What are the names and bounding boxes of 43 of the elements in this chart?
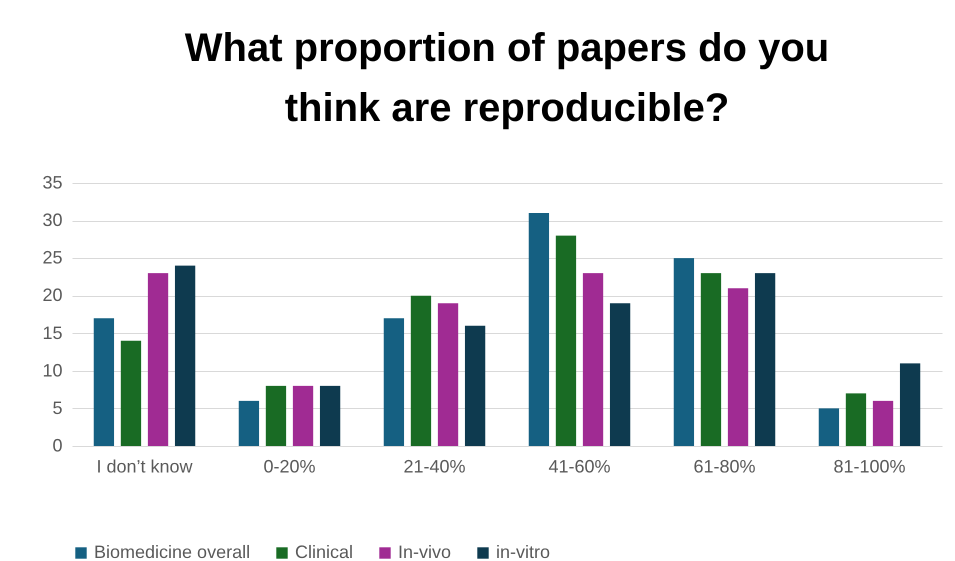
bar: [464, 326, 486, 446]
bar: [846, 393, 866, 446]
bar: [556, 236, 576, 446]
bar: [900, 363, 920, 446]
y-tick-label: 20: [42, 285, 62, 306]
bar: [872, 400, 894, 446]
legend-label: in-vitro: [496, 542, 550, 561]
bar: [292, 386, 314, 446]
bar: [728, 288, 748, 446]
legend-label: In-vivo: [398, 542, 452, 561]
x-tick-label: 81-100%: [833, 456, 906, 476]
x-tick-label: 21-40%: [403, 456, 466, 476]
legend-label: Clinical: [295, 542, 354, 561]
y-tick-label: 30: [42, 210, 62, 230]
legend-label: Biomedicine overall: [94, 542, 250, 561]
bar: [610, 303, 630, 446]
x-tick-label: 61-80%: [693, 456, 756, 476]
y-tick-label: 15: [42, 322, 62, 343]
bar: [238, 400, 260, 446]
y-tick-label: 10: [42, 360, 62, 380]
bar: [320, 386, 340, 446]
chart-title: What proportion of papers do you think are reproducible?: [184, 26, 830, 130]
y-tick-label: 5: [52, 398, 62, 418]
bar: [266, 386, 286, 446]
bar: [384, 318, 404, 446]
bar: [700, 273, 722, 446]
bar: [438, 303, 458, 446]
bar: [174, 266, 196, 446]
bar: [410, 296, 432, 446]
x-tick-label: I don’t know: [96, 456, 194, 476]
bar: [120, 340, 142, 446]
x-tick-label: 0-20%: [263, 456, 316, 476]
y-tick-label: 35: [42, 172, 62, 192]
bar: [94, 318, 114, 446]
bar: [818, 408, 840, 446]
bar: [582, 273, 604, 446]
y-tick-label: 0: [52, 436, 62, 456]
bar: [754, 273, 776, 446]
bar: [674, 258, 694, 446]
y-tick-label: 25: [42, 248, 62, 268]
bar: [528, 213, 550, 446]
x-tick-label: 41-60%: [548, 456, 611, 476]
bar: [148, 273, 168, 446]
